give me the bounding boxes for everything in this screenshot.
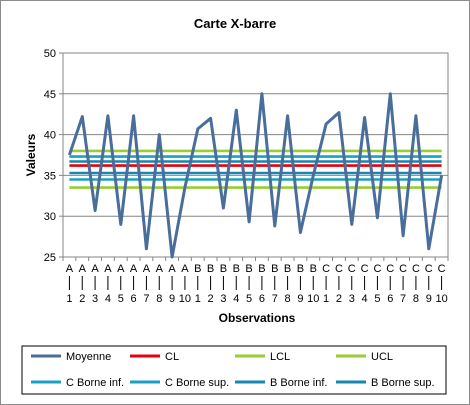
x-tick-group-label: C [348,263,356,275]
x-tick-group-label: C [361,263,369,275]
y-tick-label: 45 [44,89,56,101]
x-tick-index-label: 2 [79,293,85,305]
x-tick-group-label: A [117,263,125,275]
x-tick-group-label: C [335,263,343,275]
x-tick-group-label: C [322,263,330,275]
x-tick-group-label: A [168,263,176,275]
legend-entry: LCL [270,351,290,363]
y-axis-label: Valeurs [24,133,38,176]
legend-entry: UCL [371,351,393,363]
x-tick-group-label: C [373,263,381,275]
x-tick-index-label: 3 [349,293,355,305]
legend-entry: C Borne inf. [66,377,124,389]
x-tick-group-label: A [91,263,99,275]
x-tick-group-label: A [143,263,151,275]
x-tick-group-label: B [258,263,265,275]
x-tick-index-label: 1 [195,293,201,305]
x-tick-index-label: 9 [297,293,303,305]
chart-title: Carte X-barre [194,16,276,31]
legend-entry: C Borne sup. [165,377,229,389]
x-tick-group-label: B [310,263,317,275]
x-tick-index-label: 8 [156,293,162,305]
legend-entry: B Borne inf. [270,377,327,389]
y-tick-label: 30 [44,211,56,223]
x-tick-index-label: 8 [413,293,419,305]
x-tick-index-label: 7 [400,293,406,305]
y-tick-label: 40 [44,130,56,142]
x-tick-index-label: 7 [272,293,278,305]
x-tick-group-label: B [207,263,214,275]
x-tick-index-label: 5 [246,293,252,305]
x-tick-group-label: A [104,263,112,275]
x-tick-group-label: C [386,263,394,275]
x-tick-index-label: 1 [323,293,329,305]
x-tick-group-label: A [156,263,164,275]
x-tick-group-label: A [79,263,87,275]
x-tick-index-label: 3 [220,293,226,305]
x-tick-index-label: 4 [105,293,111,305]
series-line-moyenne [67,92,444,259]
legend-box [21,345,447,395]
x-tick-group-label: C [425,263,433,275]
x-tick-group-label: B [233,263,240,275]
legend-entry: Moyenne [66,351,111,363]
x-tick-group-label: C [412,263,420,275]
x-tick-group-label: C [399,263,407,275]
x-tick-index-label: 5 [374,293,380,305]
x-axis-label: Observations [219,311,296,325]
plot-area: 253035404550A1A2A3A4A5A6A7A8A9A10B1B2B3B… [44,48,449,305]
x-tick-index-label: 6 [131,293,137,305]
x-tick-index-label: 4 [233,293,239,305]
y-tick-label: 50 [44,48,56,60]
legend: Moyenne CL LCL UCL C Borne inf. C Borne sup. B… [21,345,447,395]
x-tick-group-label: B [220,263,227,275]
x-tick-index-label: 8 [285,293,291,305]
x-tick-group-label: B [284,263,291,275]
x-tick-index-label: 9 [169,293,175,305]
x-tick-group-label: B [245,263,252,275]
x-tick-group-label: A [66,263,74,275]
y-tick-label: 35 [44,170,56,182]
x-tick-group-label: B [297,263,304,275]
x-tick-index-label: 10 [307,293,319,305]
y-tick-label: 25 [44,252,56,264]
x-tick-index-label: 2 [336,293,342,305]
x-tick-group-label: B [271,263,278,275]
x-tick-index-label: 6 [387,293,393,305]
x-tick-index-label: 7 [143,293,149,305]
x-tick-index-label: 4 [362,293,368,305]
x-tick-index-label: 3 [92,293,98,305]
x-tick-group-label: C [438,263,446,275]
x-tick-index-label: 10 [179,293,191,305]
legend-entry: B Borne sup. [371,377,435,389]
x-tick-index-label: 2 [208,293,214,305]
x-tick-group-label: A [130,263,138,275]
x-tick-index-label: 6 [259,293,265,305]
x-tick-index-label: 1 [66,293,72,305]
x-tick-group-label: B [194,263,201,275]
x-tick-index-label: 10 [435,293,447,305]
legend-entry: CL [165,351,179,363]
x-tick-index-label: 9 [426,293,432,305]
x-tick-group-label: A [181,263,189,275]
x-tick-index-label: 5 [118,293,124,305]
